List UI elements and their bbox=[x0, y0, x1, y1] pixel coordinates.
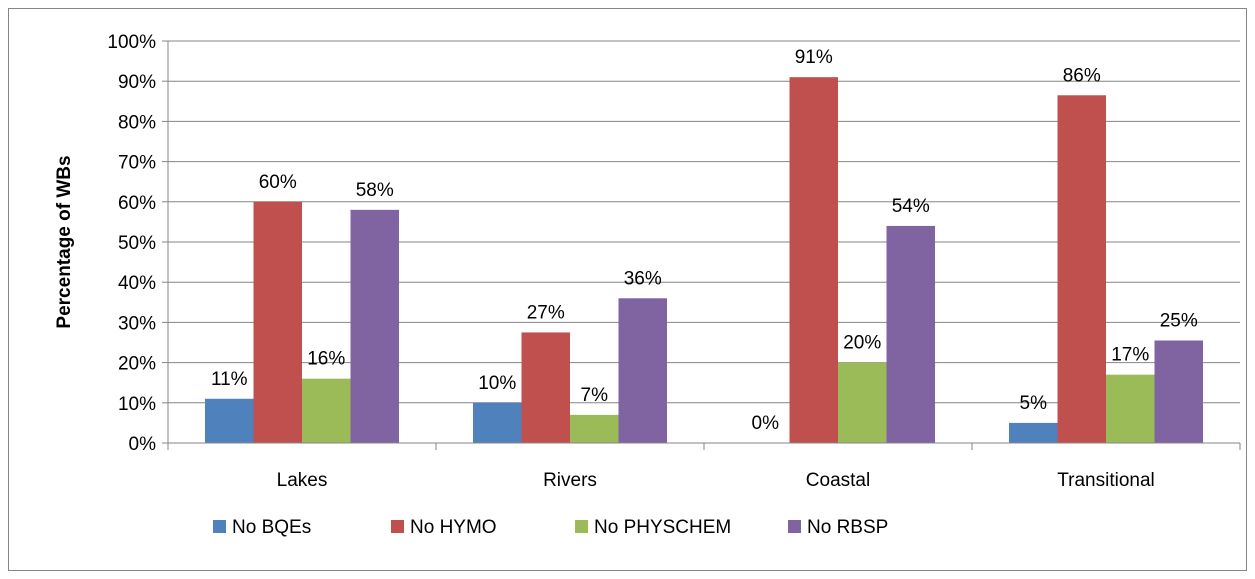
bar-no-physchem bbox=[838, 362, 887, 443]
y-tick-label: 0% bbox=[129, 434, 157, 455]
bar-no-rbsp bbox=[350, 209, 399, 443]
legend-swatch bbox=[575, 520, 588, 533]
bar-no-bqes bbox=[473, 402, 522, 443]
y-axis-ticks: 0% 10% 20% 30% 40% 50% 60% 70% 80% 90% 100% bbox=[107, 32, 156, 455]
y-tick-label: 80% bbox=[118, 112, 156, 133]
bar-no-hymo bbox=[521, 332, 570, 443]
y-axis-label: Percentage of WBs bbox=[54, 155, 75, 328]
legend-swatch bbox=[391, 520, 404, 533]
bar-no-bqes bbox=[1009, 422, 1058, 443]
data-label: 5% bbox=[1020, 393, 1048, 414]
legend-entry: No HYMO bbox=[410, 517, 497, 538]
category-label: Coastal bbox=[806, 470, 870, 491]
legend-entry: No RBSP bbox=[807, 517, 888, 538]
data-label: 58% bbox=[356, 180, 394, 201]
bar-no-rbsp bbox=[1154, 340, 1203, 443]
category-label: Lakes bbox=[277, 470, 328, 491]
axes bbox=[162, 40, 1241, 450]
y-tick-label: 60% bbox=[118, 193, 156, 214]
data-label: 54% bbox=[892, 196, 930, 217]
y-tick-label: 30% bbox=[118, 313, 156, 334]
data-label: 25% bbox=[1160, 310, 1198, 331]
bar-no-physchem bbox=[570, 414, 619, 443]
bar-no-rbsp bbox=[618, 298, 667, 443]
x-axis-categories: Lakes Rivers Coastal Transitional bbox=[277, 470, 1155, 491]
chart-frame: 0% 10% 20% 30% 40% 50% 60% 70% 80% 90% 100% 11% 60%… bbox=[8, 8, 1247, 571]
data-label: 10% bbox=[478, 373, 516, 394]
data-label: 7% bbox=[581, 385, 609, 406]
legend: No BQEs No HYMO No PHYSCHEM No RBSP bbox=[213, 517, 888, 538]
category-label: Rivers bbox=[543, 470, 597, 491]
y-tick-label: 40% bbox=[118, 273, 156, 294]
bar-no-physchem bbox=[1106, 374, 1155, 443]
bar-no-hymo bbox=[253, 201, 302, 443]
y-tick-label: 90% bbox=[118, 72, 156, 93]
data-label: 36% bbox=[624, 268, 662, 289]
data-labels: 11% 60% 16% 58% 10% 27% 7% 36% 0% 91% 20% 54% 5% 86% 1… bbox=[211, 47, 1198, 434]
bar-chart: 0% 10% 20% 30% 40% 50% 60% 70% 80% 90% 100% 11% 60%… bbox=[54, 32, 1241, 538]
gridlines bbox=[168, 40, 1240, 404]
data-label: 86% bbox=[1063, 65, 1101, 86]
y-tick-label: 10% bbox=[118, 394, 156, 415]
bar-no-rbsp bbox=[886, 225, 935, 443]
data-label: 0% bbox=[752, 413, 780, 434]
legend-entry: No BQEs bbox=[232, 517, 311, 538]
data-label: 60% bbox=[259, 172, 297, 193]
legend-swatch bbox=[788, 520, 801, 533]
category-label: Transitional bbox=[1057, 470, 1155, 491]
bar-no-hymo bbox=[1057, 95, 1106, 444]
data-label: 17% bbox=[1111, 345, 1149, 366]
data-label: 27% bbox=[527, 302, 565, 323]
y-tick-label: 50% bbox=[118, 233, 156, 254]
data-label: 91% bbox=[795, 47, 833, 68]
bars bbox=[205, 77, 1203, 444]
y-tick-label: 20% bbox=[118, 354, 156, 375]
y-tick-label: 100% bbox=[107, 32, 156, 53]
y-tick-label: 70% bbox=[118, 153, 156, 174]
bar-no-hymo bbox=[789, 77, 838, 444]
data-label: 11% bbox=[211, 369, 248, 390]
data-label: 20% bbox=[843, 333, 881, 354]
legend-swatch bbox=[213, 520, 226, 533]
data-label: 16% bbox=[307, 349, 345, 370]
legend-entry: No PHYSCHEM bbox=[594, 517, 731, 538]
bar-no-bqes bbox=[205, 398, 254, 443]
bar-no-physchem bbox=[302, 378, 351, 443]
